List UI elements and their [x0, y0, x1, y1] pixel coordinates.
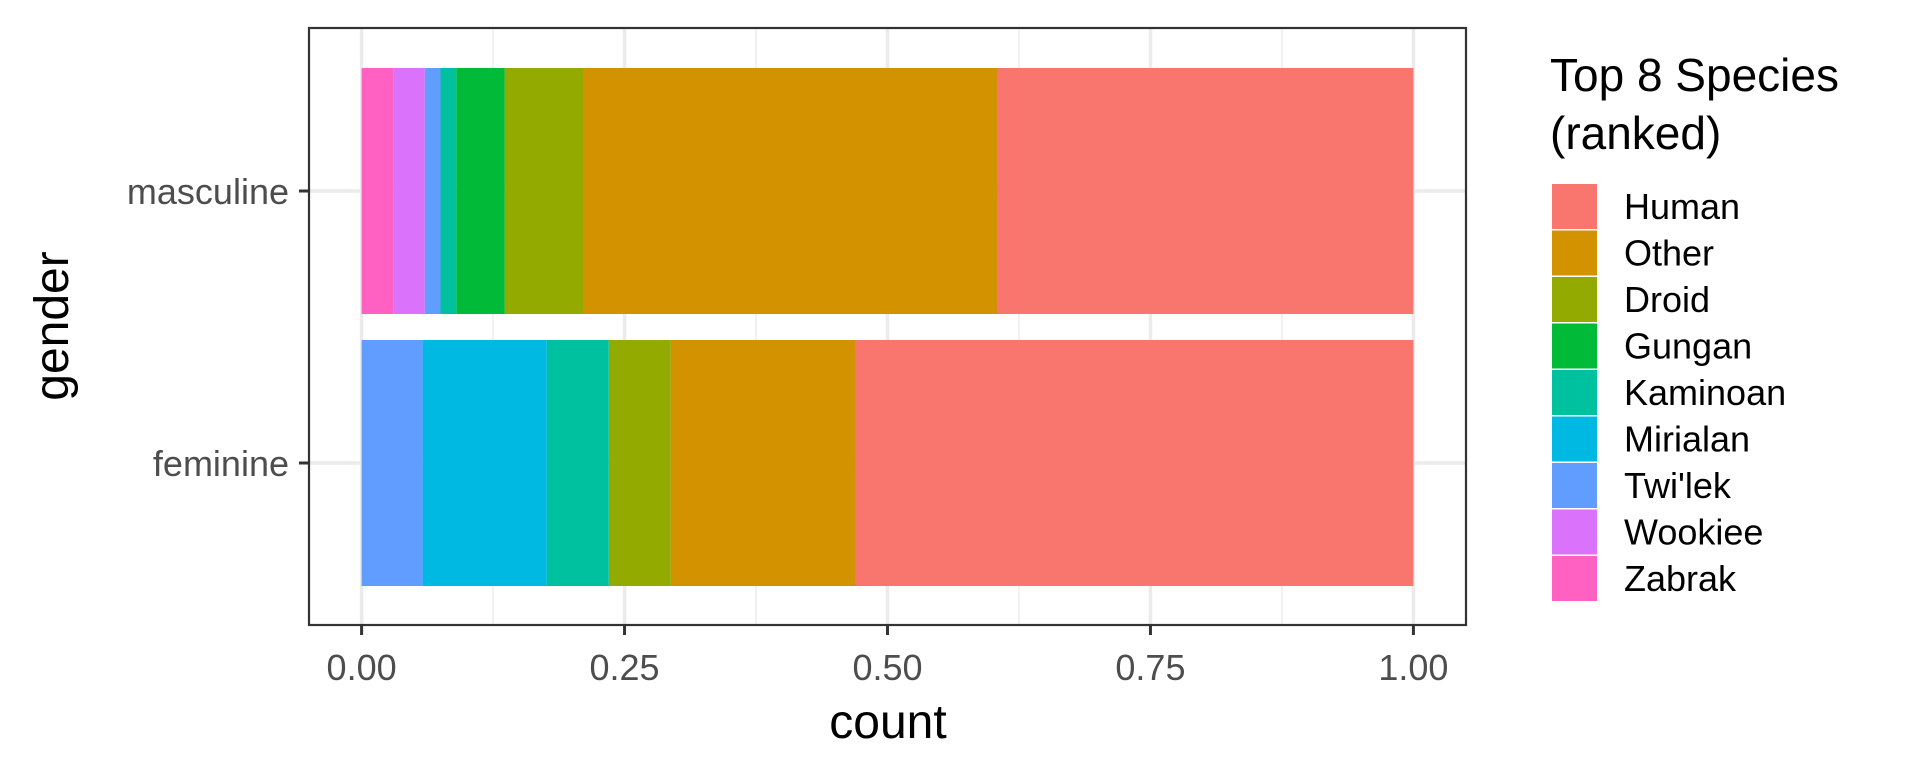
legend-title-line-2: (ranked)	[1550, 107, 1721, 159]
legend-key	[1552, 556, 1597, 601]
bar-segment	[361, 340, 423, 586]
bar-segment	[422, 340, 547, 586]
legend-key	[1552, 416, 1597, 462]
legend-key	[1552, 463, 1597, 508]
legend-key	[1552, 230, 1597, 276]
legend-title-line-1: Top 8 Species	[1550, 49, 1839, 101]
legend-label: Zabrak	[1624, 558, 1737, 599]
legend-key	[1552, 323, 1597, 369]
legend-label: Kaminoan	[1624, 372, 1786, 413]
y-tick-label: feminine	[153, 443, 289, 484]
x-tick-label: 1.00	[1378, 647, 1448, 688]
bar-segment	[440, 68, 457, 314]
legend-label: Twi'lek	[1624, 465, 1732, 506]
x-tick-label: 0.25	[590, 647, 660, 688]
bar-segment	[670, 340, 856, 586]
bar-segment	[608, 340, 671, 586]
axes: 0.00 0.25 0.50 0.75 1.00 masculine feminine	[127, 171, 1449, 688]
legend-label: Other	[1624, 233, 1714, 274]
bar-segment	[393, 68, 425, 314]
bar-segments	[361, 68, 1414, 586]
bar-segment	[583, 68, 998, 314]
bar-segment	[546, 340, 609, 586]
bar-segment	[504, 68, 584, 314]
legend-key	[1552, 277, 1597, 322]
legend-key	[1552, 184, 1597, 229]
legend-items: Human Other Droid Gungan Kaminoan Mirialan Twi…	[1552, 184, 1786, 601]
legend-label: Human	[1624, 186, 1740, 227]
legend-key	[1552, 509, 1597, 555]
x-tick-label: 0.50	[852, 647, 922, 688]
bar-segment	[997, 68, 1414, 314]
legend-title: Top 8 Species (ranked)	[1550, 49, 1852, 159]
x-axis-title: count	[829, 696, 946, 749]
legend-key	[1552, 370, 1597, 415]
y-tick-label: masculine	[127, 171, 289, 212]
legend-label: Droid	[1624, 279, 1710, 320]
legend: Top 8 Species (ranked) Human Other Droid Gu…	[1550, 49, 1852, 601]
bar-segment	[855, 340, 1414, 586]
x-tick-label: 0.00	[327, 647, 397, 688]
legend-label: Mirialan	[1624, 419, 1750, 460]
legend-label: Gungan	[1624, 326, 1752, 367]
x-tick-label: 0.75	[1115, 647, 1185, 688]
y-axis-title: gender	[26, 251, 79, 400]
legend-label: Wookiee	[1624, 512, 1763, 553]
bar-segment	[456, 68, 505, 314]
bar-segment	[361, 68, 394, 314]
bar-segment	[424, 68, 441, 314]
